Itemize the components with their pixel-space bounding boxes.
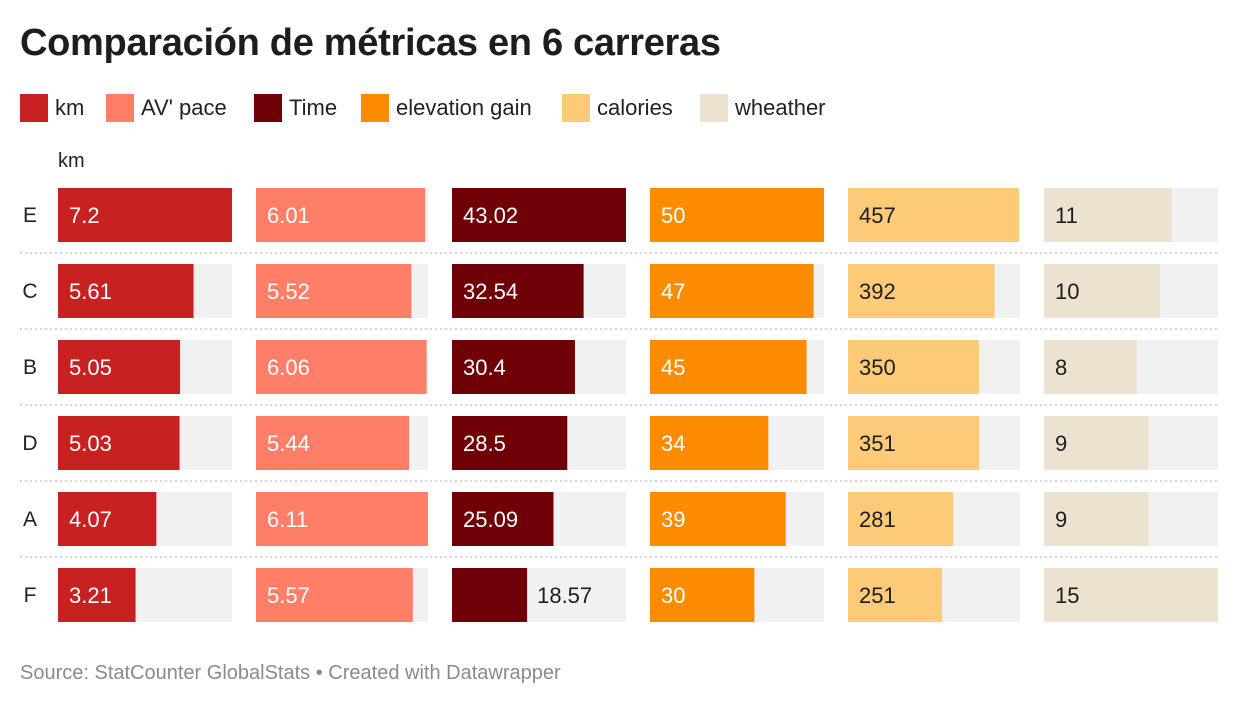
value-label-time-c: 32.54 xyxy=(463,279,518,304)
value-label-time-b: 30.4 xyxy=(463,355,506,380)
bar-av-pace-c xyxy=(256,264,412,318)
value-label-elevation-gain-c: 47 xyxy=(661,279,685,304)
value-label-time-d: 28.5 xyxy=(463,431,506,456)
bar-wheather-b xyxy=(1044,340,1137,394)
value-label-av-pace-d: 5.44 xyxy=(267,431,310,456)
legend-label-elevation-gain: elevation gain xyxy=(396,95,532,120)
row-label-b: B xyxy=(23,356,37,379)
bar-elevation-gain-c xyxy=(650,264,814,318)
bar-calories-e xyxy=(848,188,1019,242)
bar-elevation-gain-e xyxy=(650,188,824,242)
value-label-time-e: 43.02 xyxy=(463,203,518,228)
legend-label-wheather: wheather xyxy=(735,95,826,120)
value-label-calories-e: 457 xyxy=(859,203,896,228)
bar-time-a xyxy=(452,492,554,546)
row-label-f: F xyxy=(24,584,37,607)
value-label-elevation-gain-e: 50 xyxy=(661,203,685,228)
value-label-wheather-e: 11 xyxy=(1055,203,1078,228)
bar-wheather-e xyxy=(1044,188,1172,242)
row-label-a: A xyxy=(23,508,37,531)
value-label-calories-d: 351 xyxy=(859,431,896,456)
bar-av-pace-d xyxy=(256,416,410,470)
value-label-av-pace-c: 5.52 xyxy=(267,279,310,304)
value-label-wheather-f: 15 xyxy=(1055,583,1079,608)
value-label-time-f: 18.57 xyxy=(537,583,592,608)
value-label-km-a: 4.07 xyxy=(69,507,112,532)
value-label-km-f: 3.21 xyxy=(69,583,112,608)
legend-label-calories: calories xyxy=(597,95,673,120)
legend-label-km: km xyxy=(55,95,85,120)
bar-km-c xyxy=(58,264,194,318)
value-label-wheather-c: 10 xyxy=(1055,279,1079,304)
value-label-av-pace-a: 6.11 xyxy=(267,507,308,532)
bar-calories-c xyxy=(848,264,995,318)
footer-source: Source: StatCounter GlobalStats • Create… xyxy=(20,662,561,685)
bar-wheather-d xyxy=(1044,416,1149,470)
bar-km-a xyxy=(58,492,157,546)
bar-km-d xyxy=(58,416,180,470)
bar-elevation-gain-d xyxy=(650,416,769,470)
bar-av-pace-e xyxy=(256,188,426,242)
value-label-km-b: 5.05 xyxy=(69,355,112,380)
value-label-time-a: 25.09 xyxy=(463,507,518,532)
chart-title: Comparación de métricas en 6 carreras xyxy=(20,22,721,64)
value-label-calories-f: 251 xyxy=(859,583,896,608)
value-label-elevation-gain-a: 39 xyxy=(661,507,685,532)
bar-calories-b xyxy=(848,340,979,394)
legend-swatch-wheather xyxy=(700,94,728,122)
bar-calories-f xyxy=(848,568,942,622)
bar-time-e xyxy=(452,188,626,242)
value-label-km-e: 7.2 xyxy=(69,203,100,228)
bar-time-c xyxy=(452,264,584,318)
legend-swatch-km xyxy=(20,94,48,122)
value-label-km-c: 5.61 xyxy=(69,279,112,304)
value-label-av-pace-e: 6.01 xyxy=(267,203,310,228)
legend-swatch-calories xyxy=(562,94,590,122)
value-label-av-pace-b: 6.06 xyxy=(267,355,310,380)
bar-wheather-a xyxy=(1044,492,1149,546)
value-label-elevation-gain-b: 45 xyxy=(661,355,685,380)
value-label-elevation-gain-f: 30 xyxy=(661,583,685,608)
source-text: Source: StatCounter GlobalStats xyxy=(20,662,311,684)
value-label-wheather-a: 9 xyxy=(1055,507,1067,532)
row-label-c: C xyxy=(22,280,37,303)
legend-swatch-time xyxy=(254,94,282,122)
bar-time-d xyxy=(452,416,568,470)
bar-av-pace-a xyxy=(256,492,428,546)
value-label-wheather-b: 8 xyxy=(1055,355,1067,380)
bar-elevation-gain-a xyxy=(650,492,786,546)
bar-calories-a xyxy=(848,492,954,546)
bar-elevation-gain-b xyxy=(650,340,807,394)
bar-km-e xyxy=(58,188,232,242)
bar-av-pace-b xyxy=(256,340,427,394)
footer-separator: • xyxy=(315,662,323,684)
value-label-av-pace-f: 5.57 xyxy=(267,583,310,608)
value-label-wheather-d: 9 xyxy=(1055,431,1067,456)
value-label-calories-a: 281 xyxy=(859,507,896,532)
row-label-d: D xyxy=(22,432,37,455)
bar-wheather-f xyxy=(1044,568,1218,622)
bar-time-f xyxy=(452,568,528,622)
column-header: km xyxy=(58,150,85,172)
value-label-elevation-gain-d: 34 xyxy=(661,431,685,456)
bar-av-pace-f xyxy=(256,568,413,622)
bar-time-b xyxy=(452,340,575,394)
legend-swatch-av-pace xyxy=(106,94,134,122)
row-label-e: E xyxy=(23,204,37,227)
bar-km-b xyxy=(58,340,181,394)
legend-label-time: Time xyxy=(289,95,338,120)
value-label-calories-c: 392 xyxy=(859,279,896,304)
legend-swatch-elevation-gain xyxy=(361,94,389,122)
value-label-calories-b: 350 xyxy=(859,355,896,380)
bar-calories-d xyxy=(848,416,980,470)
bar-wheather-c xyxy=(1044,264,1160,318)
bar-elevation-gain-f xyxy=(650,568,755,622)
bar-km-f xyxy=(58,568,136,622)
legend-label-av-pace: AV' pace xyxy=(141,95,227,120)
value-label-km-d: 5.03 xyxy=(69,431,112,456)
credit-text: Created with Datawrapper xyxy=(328,662,561,684)
